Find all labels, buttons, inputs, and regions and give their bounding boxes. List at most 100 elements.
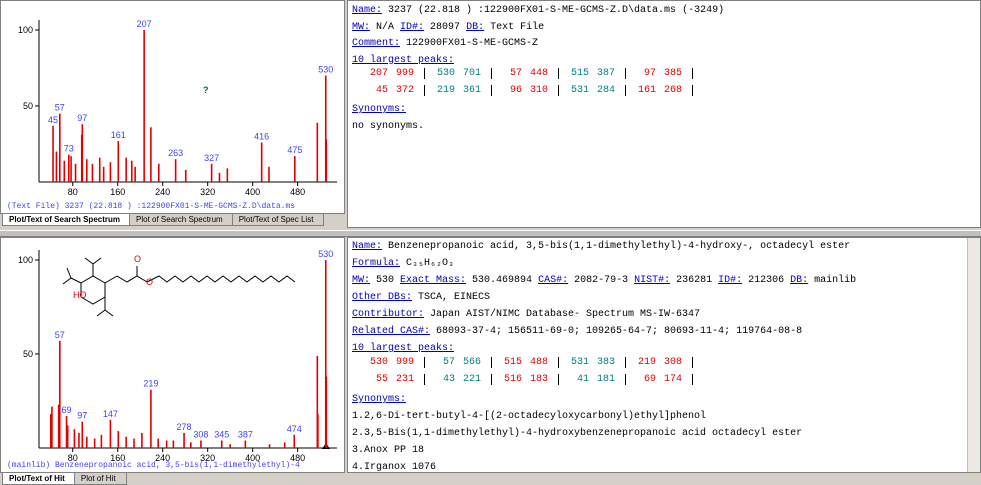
text-line: Related CAS#: 68093-37-4; 156511-69-0; 10…	[352, 326, 808, 337]
peak-pair: 531 284	[559, 84, 626, 96]
text-line: Synonyms:	[352, 394, 412, 405]
search-section: 50 100 80 160 240 320 400 480 45 57 73 97 161 207 263 3…	[0, 0, 981, 230]
text-line: Contributor: Japan AIST/NIMC Database- Sp…	[352, 309, 706, 320]
y-tick-label: 100	[18, 255, 33, 265]
peak-mz: 531	[570, 357, 589, 368]
peak-abundance: 385	[663, 68, 682, 79]
field-label: NIST#:	[634, 275, 671, 286]
peak-mz: 516	[503, 374, 522, 385]
y-tick-label: 50	[23, 349, 33, 359]
y-tick-label: 100	[18, 25, 33, 35]
hit-text: Name: Benzenepropanoic acid, 3,5-bis(1,1-…	[347, 237, 981, 473]
field-value: Japan AIST/NIMC Database- Spectrum MS-IW…	[430, 309, 701, 320]
field-label: 10 largest peaks:	[352, 343, 455, 354]
x-tick-label: 80	[68, 453, 78, 463]
peak-mz: 531	[570, 84, 589, 96]
tab[interactable]: Plot/Text of Hit	[2, 473, 76, 485]
field-value: 530.469894	[472, 275, 533, 286]
peak-mz: 515	[570, 68, 589, 79]
peak-pair: 96 310	[492, 84, 559, 96]
peak-pair: 43 221	[425, 374, 492, 385]
peak-label: 387	[238, 429, 253, 439]
peak-label: 57	[55, 103, 65, 113]
field-label: MW:	[352, 275, 371, 286]
hit-tabs: Plot/Text of Hit Plot of Hit	[2, 473, 127, 485]
peak-mz: 69	[643, 374, 656, 385]
tab[interactable]: Plot of Hit	[73, 473, 127, 485]
peak-abundance: 361	[462, 84, 481, 96]
field-value: 68093-37-4; 156511-69-0; 109265-64-7; 80…	[436, 326, 803, 337]
text-line: no synonyms.	[352, 121, 430, 132]
text-line: Name: 3237 (22.818 ) :122900FX01-S-ME-GCM…	[352, 5, 730, 16]
peak-label: 219	[143, 379, 158, 389]
x-tick-label: 400	[245, 453, 260, 463]
peak-pair: 57 448	[492, 68, 559, 79]
hit-spectrum: O O HO 50 100 80 160 240 320 400 480 57 69 97 147 21…	[7, 249, 337, 470]
field-label: ID#:	[400, 21, 425, 33]
peak-abundance: 231	[395, 374, 414, 385]
field-value: 2082-79-3	[574, 275, 629, 286]
peak-pair: 531 383	[559, 357, 626, 368]
peak-label: 97	[77, 411, 87, 421]
peak-abundance: 181	[596, 374, 615, 385]
text-line: MW: N/A ID#: 28097 DB: Text File	[352, 22, 550, 33]
field-value: TSCA, EINECS	[418, 292, 491, 303]
field-value: N/A	[376, 21, 395, 33]
field-value: 3.Anox PP 18	[352, 445, 425, 456]
peak-pair: 530 999	[358, 357, 425, 368]
x-tick-label: 160	[110, 187, 125, 197]
field-label: ID#:	[718, 275, 743, 286]
x-tick-label: 480	[290, 453, 305, 463]
text-line: 10 largest peaks:	[352, 55, 460, 66]
peak-mz: 207	[369, 68, 388, 79]
peak-pair: 516 183	[492, 374, 559, 385]
oxygen: O	[134, 254, 141, 264]
field-value: Benzenepropanoic acid, 3,5-bis(1,1-dimet…	[388, 241, 851, 252]
peak-row: 55 231 43 221 516 183 41 181 69 174	[358, 374, 693, 385]
field-label: Related CAS#:	[352, 326, 431, 337]
tab[interactable]: Plot/Text of Spec List	[231, 214, 325, 226]
peak-abundance: 701	[462, 68, 481, 79]
field-label: Comment:	[352, 38, 401, 49]
peak-abundance: 448	[529, 68, 548, 79]
text-line: 1.2,6-Di-tert-butyl-4-[(2-octadecyloxyca…	[352, 411, 712, 422]
peak-label: 57	[55, 330, 65, 340]
field-value: 122900FX01-S-ME-GCMS-Z	[406, 38, 539, 49]
scrollbar[interactable]	[967, 238, 980, 472]
peak-abundance: 310	[529, 84, 548, 96]
peak-abundance: 308	[663, 357, 682, 368]
field-label: Name:	[352, 241, 383, 252]
field-value: 3237 (22.818 ) :122900FX01-S-ME-GCMS-Z.D…	[388, 5, 725, 16]
peak-label: 278	[177, 422, 192, 432]
tab[interactable]: Plot of Search Spectrum	[129, 214, 234, 226]
field-label: Exact Mass:	[400, 275, 467, 286]
peak-mz: 515	[503, 357, 522, 368]
peak-mz: 57	[509, 68, 522, 79]
x-tick-label: 240	[155, 187, 170, 197]
hydroxyl: HO	[73, 290, 87, 300]
peak-pair: 219 308	[626, 357, 693, 368]
peak-label: 474	[287, 424, 302, 434]
y-tick-label: 50	[23, 101, 33, 111]
field-value: C₃₅H₆₂O₃	[406, 258, 455, 269]
peak-pair: 41 181	[559, 374, 626, 385]
field-label: MW:	[352, 21, 371, 33]
peak-label: 475	[287, 145, 302, 155]
field-label: Contributor:	[352, 309, 425, 320]
peak-pair: 97 385	[626, 68, 693, 79]
splitter[interactable]	[0, 230, 981, 237]
text-line: Name: Benzenepropanoic acid, 3,5-bis(1,1-…	[352, 241, 856, 252]
peak-abundance: 999	[395, 68, 414, 79]
peak-pair: 57 566	[425, 357, 492, 368]
tab[interactable]: Plot/Text of Search Spectrum	[2, 214, 131, 226]
peak-mz: 41	[576, 374, 589, 385]
peak-label: 263	[168, 148, 183, 158]
search-spectrum: 50 100 80 160 240 320 400 480 45 57 73 97 161 207 263 3…	[7, 19, 337, 211]
peak-label: 147	[103, 409, 118, 419]
field-label: 10 largest peaks:	[352, 54, 455, 66]
field-label: Synonyms:	[352, 104, 407, 115]
x-tick-label: 400	[245, 187, 260, 197]
field-label: Formula:	[352, 258, 401, 269]
field-value: 4.Irganox 1076	[352, 462, 437, 473]
peak-mz: 219	[436, 84, 455, 96]
